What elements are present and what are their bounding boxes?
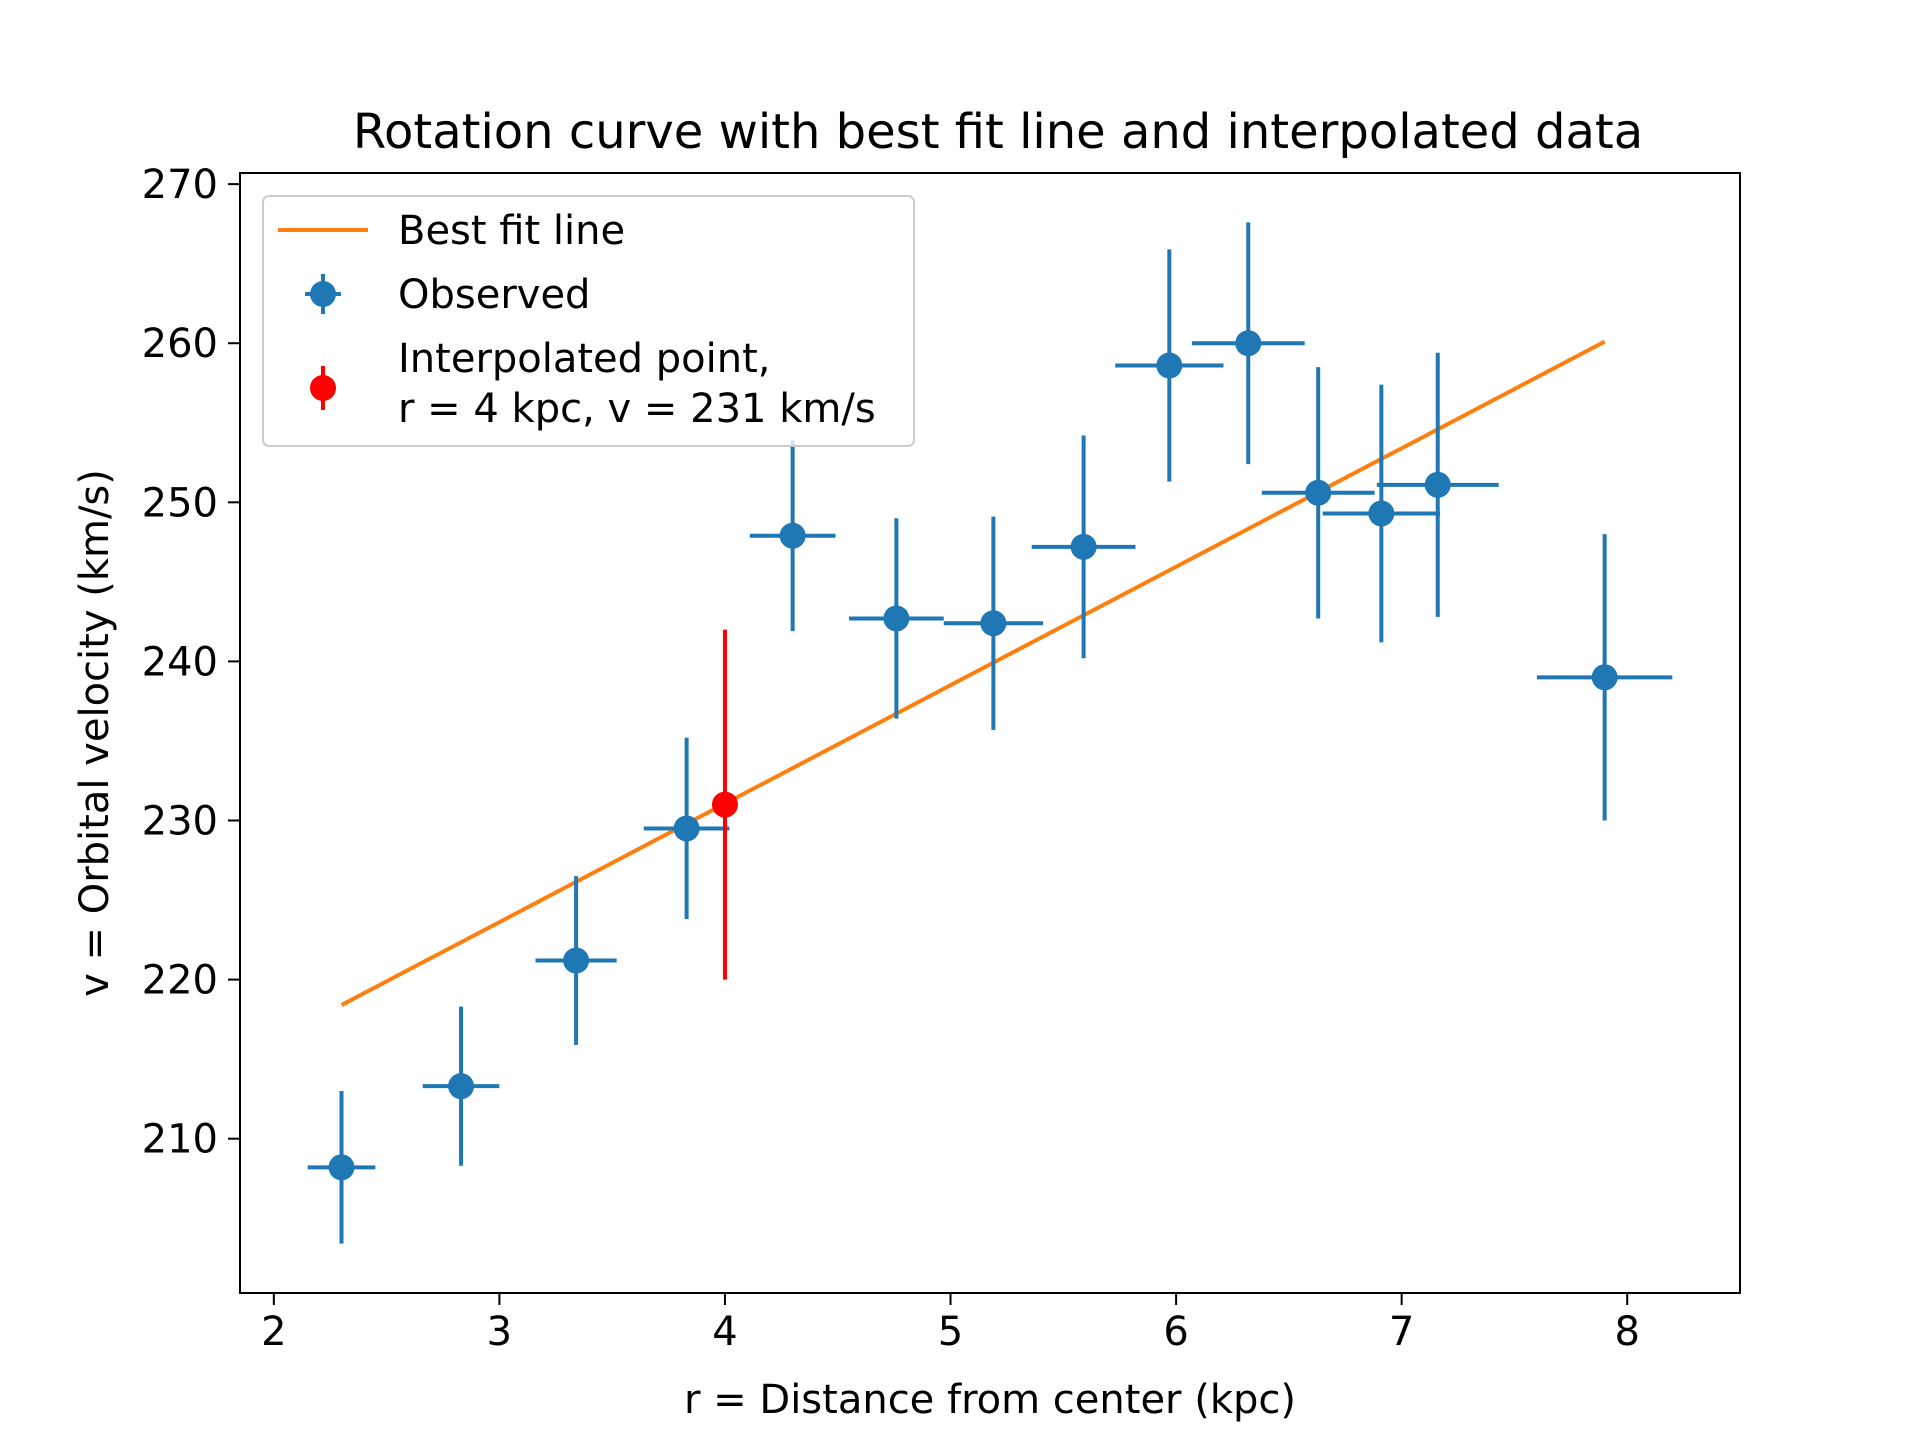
y-tick-label: 220 [142, 958, 218, 1004]
data-point [563, 947, 590, 974]
data-point [1424, 471, 1451, 498]
legend: Best fit line Observed Interpolated point,… [262, 195, 915, 447]
legend-entry-label: Observed [398, 272, 590, 318]
data-point [1156, 352, 1183, 379]
y-tick-label: 270 [142, 162, 218, 208]
data-point [1235, 330, 1262, 357]
series-0 [340, 339, 1606, 1007]
x-axis-ticks: 2 3 4 5 6 7 8 [261, 1293, 1640, 1355]
y-tick-label: 210 [142, 1117, 218, 1163]
data-point [673, 815, 700, 842]
x-tick-label: 2 [261, 1309, 286, 1355]
series-2 [711, 629, 738, 980]
y-tick-label: 250 [142, 480, 218, 526]
chart-title: Rotation curve with best fit line and in… [353, 104, 1643, 160]
x-tick-label: 8 [1614, 1309, 1639, 1355]
legend-interpolated-marker [310, 375, 336, 401]
data-point [1305, 479, 1332, 506]
x-tick-label: 7 [1389, 1309, 1414, 1355]
y-axis-label: v = Orbital velocity (km/s) [72, 469, 118, 997]
x-tick-label: 5 [938, 1309, 963, 1355]
series-1 [307, 222, 1673, 1244]
x-axis-label: r = Distance from center (kpc) [684, 1377, 1296, 1423]
plot-frame [239, 172, 1741, 1294]
data-point [711, 791, 738, 818]
data-point [1591, 664, 1618, 691]
data-point [448, 1073, 475, 1100]
legend-entry-label: Best fit line [398, 208, 625, 254]
x-tick-label: 4 [712, 1309, 737, 1355]
legend-observed-marker [310, 281, 336, 307]
data-point [883, 605, 910, 632]
y-tick-label: 260 [142, 321, 218, 367]
best-fit-line [340, 339, 1606, 1007]
data-point [1070, 533, 1097, 560]
x-tick-label: 6 [1163, 1309, 1188, 1355]
data-point [779, 522, 806, 549]
plot-area [307, 222, 1673, 1244]
y-tick-label: 240 [142, 639, 218, 685]
legend-entry-label: r = 4 kpc, v = 231 km/s [398, 386, 876, 432]
y-axis-ticks: 210 220 230 240 250 260 270 [142, 162, 240, 1163]
data-point [1368, 500, 1395, 527]
legend-box [262, 195, 915, 447]
legend-entry-label: Interpolated point, [398, 336, 771, 382]
x-tick-label: 3 [487, 1309, 512, 1355]
y-tick-label: 230 [142, 799, 218, 845]
data-point [980, 610, 1007, 637]
data-point [328, 1154, 355, 1181]
